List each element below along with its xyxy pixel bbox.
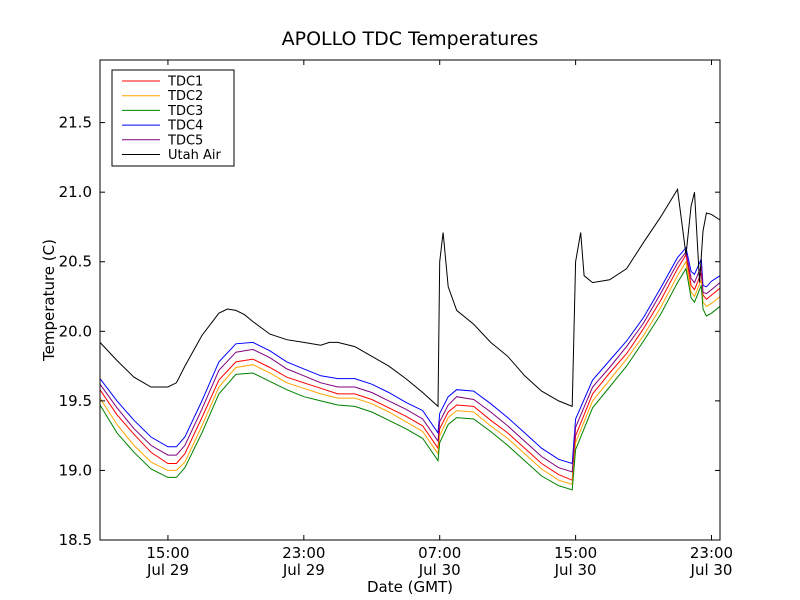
y-tick-label: 18.5	[59, 531, 92, 549]
x-tick-label-time: 15:00	[146, 544, 189, 562]
x-axis-label: Date (GMT)	[367, 578, 453, 596]
series-line-tdc5	[99, 250, 721, 473]
chart-title: APOLLO TDC Temperatures	[282, 28, 539, 50]
y-tick-label: 19.0	[59, 461, 92, 479]
x-tick-label-date: Jul 30	[554, 561, 597, 579]
plot-frame	[99, 59, 721, 541]
x-tick-label-time: 15:00	[554, 544, 597, 562]
legend-label-tdc5: TDC5	[167, 133, 203, 148]
x-tick-label-time: 07:00	[418, 544, 461, 562]
y-tick-label: 20.0	[59, 322, 92, 340]
x-tick-label-date: Jul 29	[146, 561, 189, 579]
x-tick-label-time: 23:00	[690, 544, 733, 562]
legend-label-tdc1: TDC1	[167, 75, 203, 90]
legend-label-utah-air: Utah Air	[168, 148, 221, 163]
x-tick-label-date: Jul 30	[690, 561, 733, 579]
y-tick-label: 19.5	[59, 392, 92, 410]
series-line-tdc1	[99, 253, 721, 481]
x-tick-label-time: 23:00	[282, 544, 325, 562]
series-line-tdc3	[99, 267, 721, 491]
legend-label-tdc4: TDC4	[167, 119, 203, 134]
series-line-tdc4	[99, 246, 721, 465]
series-line-utah-air	[99, 187, 721, 408]
y-tick-label: 21.0	[59, 183, 92, 201]
y-tick-label: 20.5	[59, 253, 92, 271]
legend-label-tdc2: TDC2	[167, 89, 203, 104]
series-layer	[99, 187, 721, 491]
x-tick-label-date: Jul 30	[418, 561, 461, 579]
y-tick-label: 21.5	[59, 114, 92, 132]
x-tick-label-date: Jul 29	[282, 561, 325, 579]
legend-box	[111, 69, 235, 167]
series-line-tdc2	[99, 260, 721, 485]
y-axis-label: Temperature (C)	[40, 239, 58, 362]
legend-label-tdc3: TDC3	[167, 104, 203, 119]
